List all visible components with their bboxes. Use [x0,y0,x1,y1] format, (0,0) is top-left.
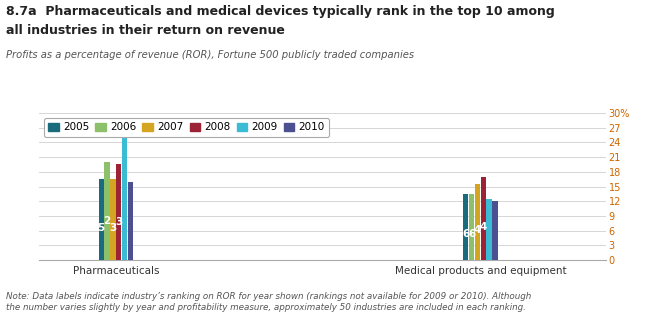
Text: all industries in their return on revenue: all industries in their return on revenu… [6,24,285,37]
Bar [492,201,498,260]
Text: 4: 4 [480,222,487,232]
Text: 2: 2 [104,216,111,226]
Bar [128,182,133,260]
Text: 6: 6 [468,229,475,239]
Bar [487,199,492,260]
Text: Note: Data labels indicate industry’s ranking on ROR for year shown (rankings no: Note: Data labels indicate industry’s ra… [6,292,532,312]
Text: 6: 6 [462,229,469,239]
Bar [481,177,486,260]
Text: 5: 5 [98,223,105,233]
Text: Profits as a percentage of revenue (ROR), Fortune 500 publicly traded companies: Profits as a percentage of revenue (ROR)… [6,50,415,60]
Text: 4: 4 [474,224,481,234]
Bar [104,162,110,260]
Text: 3: 3 [115,217,122,227]
Text: 8.7a  Pharmaceuticals and medical devices typically rank in the top 10 among: 8.7a Pharmaceuticals and medical devices… [6,5,555,18]
Bar [463,194,469,260]
Bar [98,179,104,260]
Bar [116,164,121,260]
Bar [475,184,480,260]
Bar [469,194,474,260]
Text: 3: 3 [110,223,117,233]
Bar [122,128,127,260]
Legend: 2005, 2006, 2007, 2008, 2009, 2010: 2005, 2006, 2007, 2008, 2009, 2010 [44,118,329,137]
Bar [110,179,115,260]
